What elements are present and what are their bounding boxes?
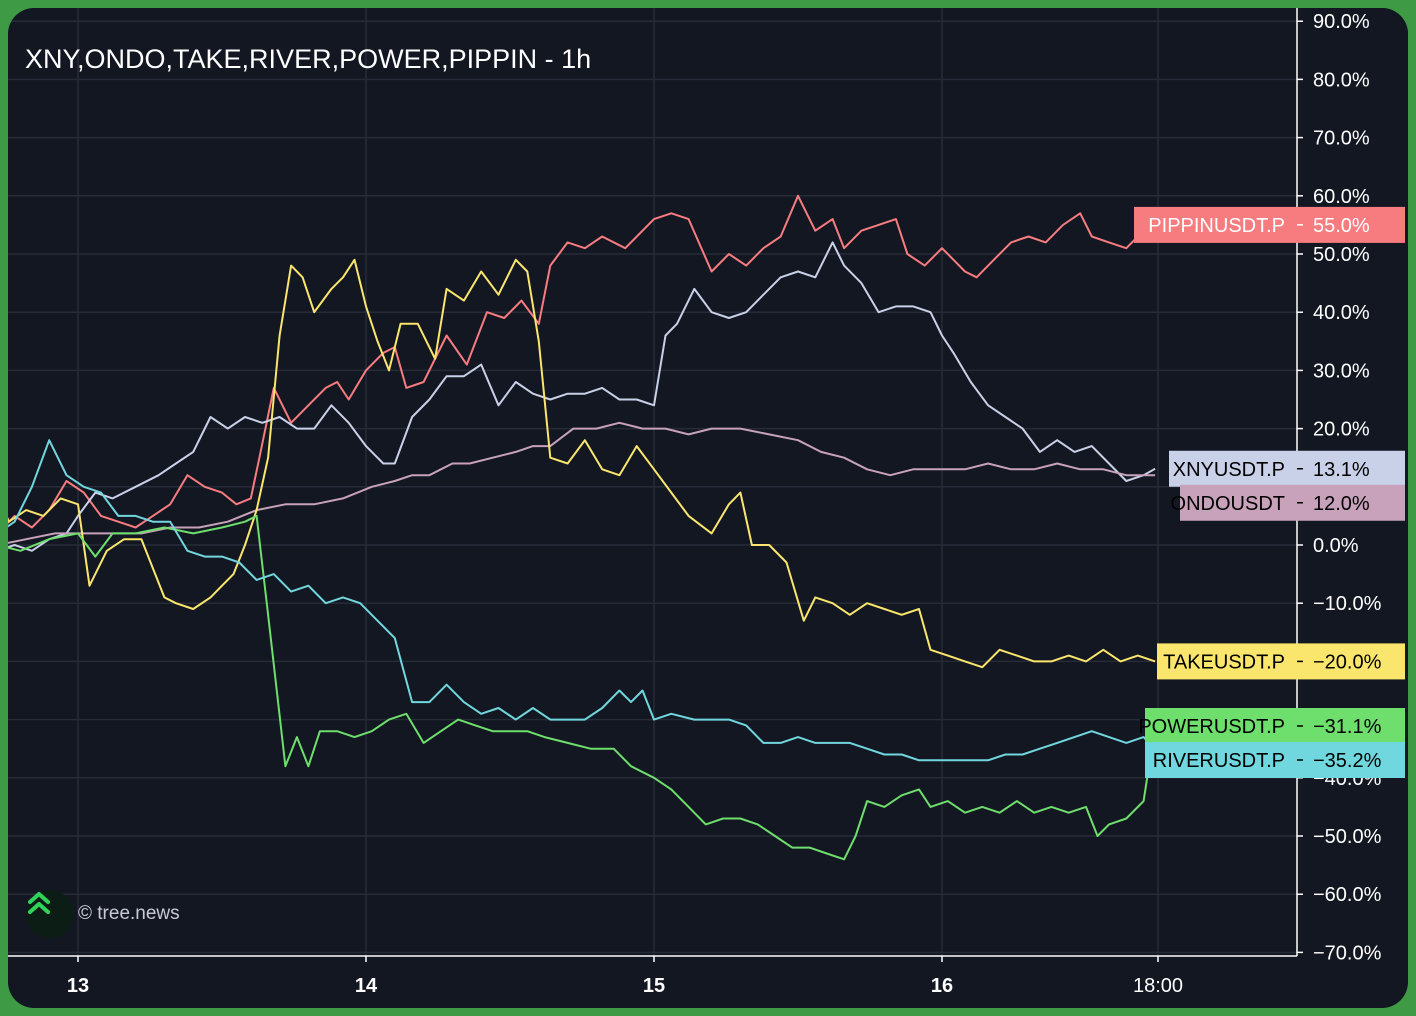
y-tick-label: 50.0% <box>1313 244 1370 266</box>
series-line-POWERUSDT.P <box>8 514 1157 861</box>
y-tick-label: −70.0% <box>1313 942 1382 964</box>
series-line-TAKEUSDT.P <box>8 258 1156 669</box>
series-value-label: −35.2% <box>1313 750 1382 772</box>
series-value-label: 13.1% <box>1313 459 1370 481</box>
series-name-label: XNYUSDT.P <box>1173 459 1285 481</box>
series-name-label: POWERUSDT.P <box>1138 716 1285 738</box>
series-value-box-POWERUSDT.P <box>1297 708 1405 745</box>
y-tick-label: 30.0% <box>1313 360 1370 382</box>
series-line-RIVERUSDT.P <box>8 439 1156 762</box>
x-tick-label: 14 <box>355 975 378 997</box>
x-tick-label: 18:00 <box>1133 975 1183 997</box>
series-value-label: 55.0% <box>1313 215 1370 237</box>
chart-title: XNY,ONDO,TAKE,RIVER,POWER,PIPPIN - 1h <box>25 44 592 74</box>
series-labels: PIPPINUSDT.P 55.0% XNYUSDT.P 13.1% ONDOUSDT 1… <box>1134 206 1405 779</box>
series-line-PIPPINUSDT.P <box>8 194 1156 529</box>
series-value-box-XNYUSDT.P <box>1297 450 1405 487</box>
x-ticks: 13 14 15 16 18:00 <box>67 956 1183 997</box>
credit: © tree.news <box>26 890 180 938</box>
series-name-box-POWERUSDT.P <box>1145 708 1297 745</box>
series-name-label: RIVERUSDT.P <box>1153 750 1285 772</box>
y-tick-label: 80.0% <box>1313 69 1370 91</box>
chart-svg: 90.0% 80.0% 70.0% 60.0% 50.0% 40.0% 30.0% 20.0%… <box>8 8 1408 997</box>
x-tick-label: 16 <box>931 975 953 997</box>
x-tick-label: 15 <box>643 975 665 997</box>
series-value-box-TAKEUSDT.P <box>1297 643 1405 680</box>
y-tick-label: 20.0% <box>1313 419 1370 441</box>
series-line-XNYUSDT.P <box>8 241 1156 552</box>
credit-text: © tree.news <box>78 903 180 924</box>
series-value-box-PIPPINUSDT.P <box>1297 206 1405 243</box>
y-tick-label: 0.0% <box>1313 535 1359 557</box>
series-value-box-ONDOUSDT <box>1297 484 1405 521</box>
series-name-box-RIVERUSDT.P <box>1145 742 1297 779</box>
chart-frame: 90.0% 80.0% 70.0% 60.0% 50.0% 40.0% 30.0% 20.0%… <box>8 8 1408 1008</box>
series-lines <box>8 194 1157 861</box>
grid <box>8 8 1297 956</box>
series-name-label: PIPPINUSDT.P <box>1148 215 1285 237</box>
series-value-label: 12.0% <box>1313 493 1370 515</box>
y-tick-label: 60.0% <box>1313 186 1370 208</box>
series-name-box-PIPPINUSDT.P <box>1134 206 1297 243</box>
series-name-label: TAKEUSDT.P <box>1163 651 1285 673</box>
series-line-ONDOUSDT <box>8 421 1156 544</box>
tree-logo-icon <box>26 890 74 938</box>
x-tick-label: 13 <box>67 975 89 997</box>
series-name-label: ONDOUSDT <box>1171 493 1285 515</box>
y-tick-label: −60.0% <box>1313 884 1382 906</box>
y-tick-label: −50.0% <box>1313 826 1382 848</box>
y-tick-label: 70.0% <box>1313 128 1370 150</box>
y-tick-label: 90.0% <box>1313 11 1370 33</box>
series-name-box-XNYUSDT.P <box>1169 450 1297 487</box>
series-name-box-ONDOUSDT <box>1180 484 1297 521</box>
series-value-label: −31.1% <box>1313 716 1382 738</box>
series-value-label: −20.0% <box>1313 651 1382 673</box>
y-tick-label: −10.0% <box>1313 593 1382 615</box>
series-value-box-RIVERUSDT.P <box>1297 742 1405 779</box>
y-tick-label: 40.0% <box>1313 302 1370 324</box>
series-name-box-TAKEUSDT.P <box>1157 643 1297 680</box>
